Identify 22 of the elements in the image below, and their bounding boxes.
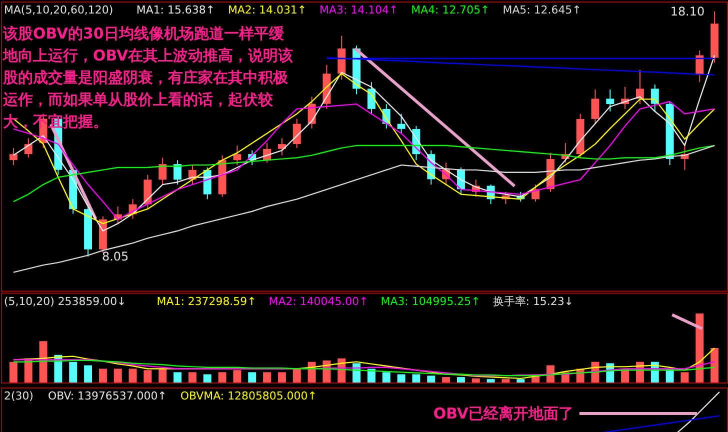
text: MA2: 14.031↑ bbox=[228, 4, 307, 17]
text: MA4: 12.705↑ bbox=[411, 4, 490, 17]
annotation: 该股OBV的30日均线像机场跑道一样平缓 bbox=[2, 24, 285, 42]
text: MA3: 104995.25↑ bbox=[380, 294, 480, 308]
annotation: 8.05 bbox=[102, 249, 129, 264]
annotation: 大，不宜把握。 bbox=[2, 112, 108, 130]
legend-title: (5,10,20) 253859.00↓ bbox=[4, 294, 126, 308]
legend-title: MA(5,10,20,60,120) bbox=[4, 4, 114, 17]
text: MA5: 12.645↑ bbox=[502, 4, 582, 17]
annotation: 运作，而如果单从股价上看的话，起伏较 bbox=[2, 90, 274, 108]
annotation: OBV已经离开地面了 bbox=[433, 404, 574, 422]
annotation: 18.10 bbox=[670, 4, 705, 18]
text: MA1: 237298.59↑ bbox=[156, 294, 256, 308]
text: OBV: 13976537.000↑ bbox=[48, 390, 167, 403]
text: 换手率: 15.23↓ bbox=[492, 294, 574, 308]
legend-label: OBVMA: 12805805.000↑ bbox=[180, 390, 317, 403]
text: MA2: 140045.00↑ bbox=[268, 294, 368, 308]
text: MA3: 14.104↑ bbox=[320, 4, 398, 17]
annotation: 地向上运行，OBV在其上波动推高，说明该 bbox=[2, 46, 294, 64]
text: MA1: 15.638↑ bbox=[136, 4, 215, 17]
annotation: 股的成交量是阳盛阴衰，有庄家在其中积极 bbox=[2, 68, 289, 86]
legend-title: 2(30) bbox=[4, 390, 34, 403]
